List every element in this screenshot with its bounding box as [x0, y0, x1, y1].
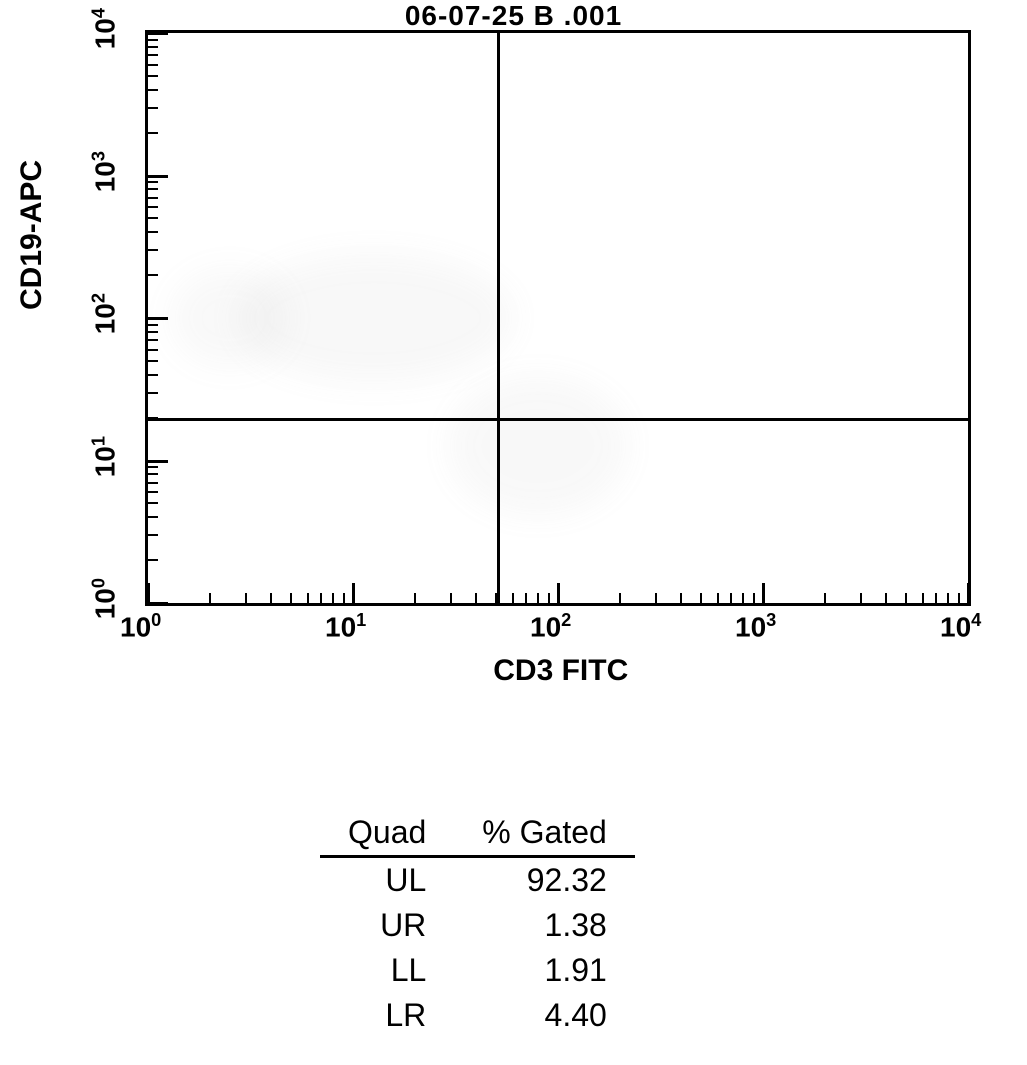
x-tick-label: 100: [120, 610, 161, 643]
value-cell: 92.32: [454, 857, 635, 904]
flow-cytometry-chart: 06-07-25 B .001 CD19-APC CD3 FITC 100 101…: [0, 0, 1027, 750]
y-tick-label: 100: [88, 569, 121, 629]
y-tick-label: 104: [88, 0, 121, 59]
y-tick-label: 103: [88, 141, 121, 201]
y-tick-label: 101: [88, 426, 121, 486]
quad-cell: LL: [320, 948, 454, 993]
header-gated: % Gated: [454, 810, 635, 857]
quadrant-stats-table: Quad % Gated UL 92.32 UR 1.38 LL 1.91 LR…: [320, 810, 635, 1038]
header-quad: Quad: [320, 810, 454, 857]
value-cell: 4.40: [454, 993, 635, 1038]
y-tick-label: 102: [88, 284, 121, 344]
x-tick-label: 101: [325, 610, 366, 643]
table-row: UR 1.38: [320, 903, 635, 948]
plot-area: [145, 30, 971, 606]
quadrant-vertical-line: [497, 33, 500, 603]
quad-cell: UL: [320, 857, 454, 904]
quadrant-horizontal-line: [148, 418, 968, 421]
value-cell: 1.91: [454, 948, 635, 993]
y-axis-label: CD19-APC: [15, 160, 49, 310]
x-tick-label: 104: [940, 610, 981, 643]
quad-cell: UR: [320, 903, 454, 948]
table-header-row: Quad % Gated: [320, 810, 635, 857]
x-tick-label: 102: [530, 610, 571, 643]
x-tick-label: 103: [735, 610, 776, 643]
table-row: LL 1.91: [320, 948, 635, 993]
x-axis-label: CD3 FITC: [493, 654, 628, 688]
quad-cell: LR: [320, 993, 454, 1038]
table-row: LR 4.40: [320, 993, 635, 1038]
chart-title: 06-07-25 B .001: [405, 0, 622, 32]
value-cell: 1.38: [454, 903, 635, 948]
table-row: UL 92.32: [320, 857, 635, 904]
